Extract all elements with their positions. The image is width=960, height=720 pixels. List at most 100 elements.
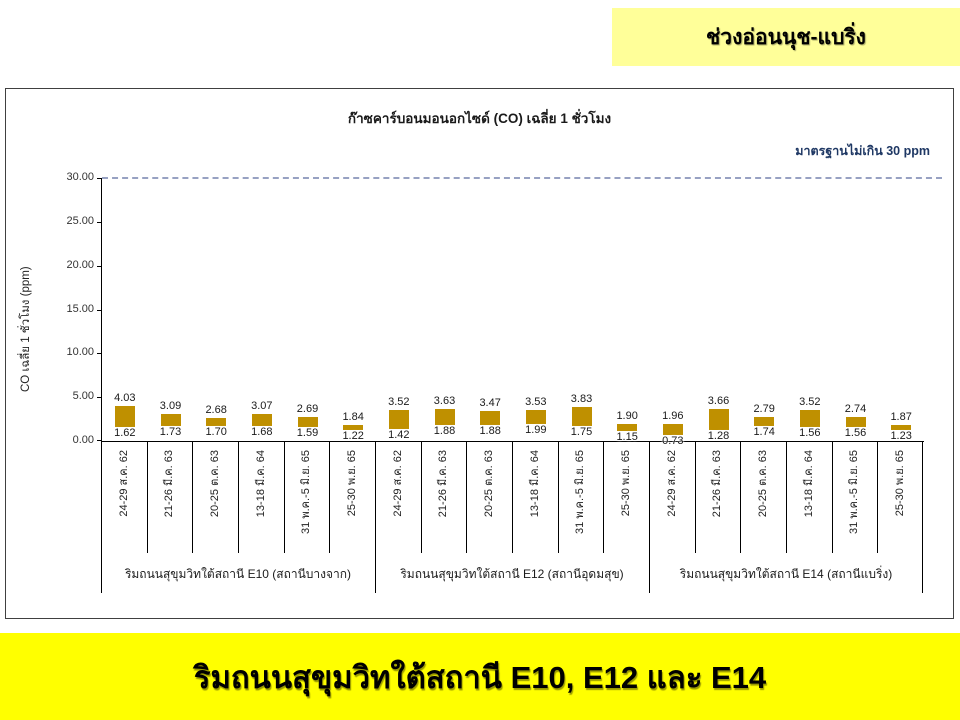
category-cell: 20-25 ต.ค. 63 [192, 441, 238, 553]
max-value-label: 1.96 [662, 409, 684, 422]
station-group-label: ริมถนนสุขุมวิทใต้สถานี E12 (สถานีอุดมสุข… [400, 566, 624, 581]
category-label: 24-29 ส.ค. 62 [391, 450, 404, 517]
category-cell: 24-29 ส.ค. 62 [375, 441, 421, 553]
range-bar [114, 405, 135, 427]
category-cell: 13-18 มี.ค. 64 [786, 441, 832, 553]
category-cell: 13-18 มี.ค. 64 [512, 441, 558, 553]
max-value-label: 3.83 [570, 393, 593, 406]
min-value-label: 1.56 [799, 427, 821, 440]
min-value-label: 1.42 [388, 428, 410, 441]
category-label: 21-26 มี.ค. 63 [163, 450, 176, 518]
slide-title-banner: ริมถนนสุขุมวิทใต้สถานี E10, E12 และ E14 [0, 633, 960, 720]
category-cell: 31 พ.ค.-5 มิ.ย. 65 [558, 441, 604, 553]
category-cell: 25-30 พ.ย. 65 [877, 441, 923, 553]
chart-frame: ก๊าซคาร์บอนมอนอกไซด์ (CO) เฉลี่ย 1 ชั่วโ… [5, 88, 954, 619]
min-value-label: 1.99 [525, 423, 547, 436]
category-divider [146, 441, 148, 553]
y-tick-label: 20.00 [66, 258, 94, 271]
category-cell: 21-26 มี.ค. 63 [421, 441, 467, 553]
min-value-label: 1.15 [616, 430, 638, 443]
category-divider [329, 441, 331, 553]
category-label: 31 พ.ค.-5 มิ.ย. 65 [300, 450, 313, 534]
max-value-label: 3.07 [251, 400, 273, 413]
group-divider [922, 441, 923, 593]
category-cell: 21-26 มี.ค. 63 [147, 441, 193, 553]
category-label: 25-30 พ.ย. 65 [894, 450, 907, 517]
range-bar [571, 407, 592, 426]
max-value-label: 3.52 [388, 396, 410, 409]
max-value-label: 4.03 [114, 391, 136, 404]
category-cell: 21-26 มี.ค. 63 [695, 441, 741, 553]
category-label: 21-26 มี.ค. 63 [437, 450, 450, 518]
range-bar [480, 410, 501, 425]
min-value-label: 1.68 [251, 426, 273, 439]
y-tick-label: 10.00 [66, 346, 94, 359]
y-tick-label: 15.00 [66, 302, 94, 315]
min-value-label: 1.22 [342, 430, 364, 443]
min-value-label: 1.23 [890, 430, 912, 443]
category-cell: 20-25 ต.ค. 63 [466, 441, 512, 553]
min-value-label: 1.74 [753, 425, 775, 438]
category-divider [786, 441, 787, 553]
max-value-label: 3.52 [799, 396, 821, 409]
y-tick-mark [97, 397, 102, 399]
y-tick-mark [97, 221, 102, 223]
y-tick-label: 0.00 [72, 434, 94, 446]
category-label: 25-30 พ.ย. 65 [620, 450, 633, 517]
category-cell: 25-30 พ.ย. 65 [603, 441, 649, 553]
y-tick-mark [97, 178, 102, 179]
max-value-label: 2.69 [296, 403, 319, 416]
y-tick-mark [97, 353, 102, 355]
y-tick-label: 25.00 [66, 214, 94, 227]
category-divider [512, 441, 513, 553]
category-divider [557, 441, 559, 553]
station-group-label: ริมถนนสุขุมวิทใต้สถานี E10 (สถานีบางจาก) [124, 566, 352, 581]
category-cell: 31 พ.ค.-5 มิ.ย. 65 [284, 441, 330, 553]
category-label: 21-26 มี.ค. 63 [711, 450, 724, 518]
slide-title-text: ริมถนนสุขุมวิทใต้สถานี E10, E12 และ E14 [193, 659, 767, 695]
min-value-label: 1.56 [844, 427, 867, 440]
range-bar [434, 409, 455, 425]
range-bar [297, 417, 318, 428]
y-tick-label: 5.00 [72, 390, 94, 403]
plot-area: 0.00 5.00 10.00 15.00 20.00 25.00 30.00 4.03 1.6… [66, 171, 942, 447]
max-value-label: 3.47 [479, 396, 501, 409]
standard-limit-line [102, 177, 942, 179]
category-label: 31 พ.ค.-5 มิ.ย. 65 [574, 450, 587, 534]
y-tick-mark [97, 440, 102, 441]
min-value-label: 1.75 [570, 425, 593, 438]
max-value-label: 1.87 [890, 410, 912, 423]
category-divider [694, 441, 696, 553]
x-axis-area: 24-29 ส.ค. 62 21-26 มี.ค. 63 20-25 ต.ค. 63… [101, 441, 923, 596]
max-value-label: 3.63 [433, 395, 456, 408]
max-value-label: 1.90 [616, 410, 638, 423]
min-value-label: 1.88 [433, 424, 456, 437]
range-bar [754, 416, 775, 426]
max-value-label: 3.53 [525, 396, 547, 409]
category-divider [603, 441, 605, 553]
max-value-label: 1.84 [342, 410, 364, 423]
category-divider [192, 441, 194, 553]
category-label: 25-30 พ.ย. 65 [346, 450, 359, 517]
range-bar [343, 424, 364, 431]
standard-line-label: มาตรฐานไม่เกิน 30 ppm [795, 144, 930, 158]
category-label: 13-18 มี.ค. 64 [254, 450, 267, 518]
y-tick-mark [97, 309, 102, 311]
category-divider [831, 441, 833, 553]
category-label: 24-29 ส.ค. 62 [665, 450, 678, 517]
category-label: 13-18 มี.ค. 64 [802, 450, 815, 518]
y-tick-mark [97, 265, 102, 267]
category-cell: 13-18 มี.ค. 64 [238, 441, 284, 553]
range-bar [662, 423, 683, 435]
category-label: 24-29 ส.ค. 62 [117, 450, 130, 517]
group-divider [375, 441, 376, 593]
max-value-label: 2.79 [753, 402, 775, 415]
min-value-label: 1.70 [205, 426, 227, 439]
category-divider [238, 441, 239, 553]
range-bar [525, 410, 546, 424]
group-divider [649, 441, 650, 593]
category-label: 20-25 ต.ค. 63 [209, 450, 222, 518]
category-cell: 25-30 พ.ย. 65 [329, 441, 375, 553]
min-value-label: 1.73 [159, 425, 182, 438]
y-tick-label: 30.00 [66, 171, 94, 183]
